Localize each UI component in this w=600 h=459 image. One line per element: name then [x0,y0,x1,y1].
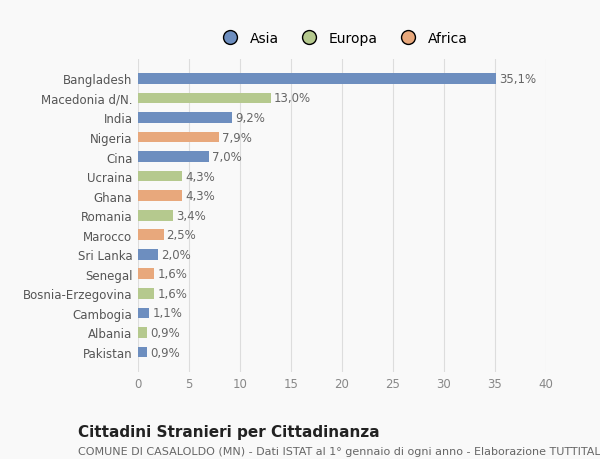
Bar [138,230,163,241]
Text: 2,0%: 2,0% [161,248,191,261]
Bar [138,191,182,202]
Legend: Asia, Europa, Africa: Asia, Europa, Africa [211,26,473,51]
Bar [138,269,154,280]
Bar [138,347,147,358]
Text: 13,0%: 13,0% [274,92,311,105]
Text: 7,9%: 7,9% [221,131,251,144]
Text: 2,5%: 2,5% [167,229,196,242]
Text: Cittadini Stranieri per Cittadinanza: Cittadini Stranieri per Cittadinanza [78,425,380,440]
Bar [138,74,496,84]
Bar [138,327,147,338]
Bar [138,288,154,299]
Bar [138,210,173,221]
Text: 35,1%: 35,1% [499,73,536,86]
Text: 3,4%: 3,4% [176,209,205,222]
Bar [138,249,158,260]
Text: COMUNE DI CASALOLDO (MN) - Dati ISTAT al 1° gennaio di ogni anno - Elaborazione : COMUNE DI CASALOLDO (MN) - Dati ISTAT al… [78,446,600,456]
Text: 0,9%: 0,9% [150,326,180,339]
Text: 9,2%: 9,2% [235,112,265,125]
Text: 1,6%: 1,6% [157,287,187,300]
Bar [138,113,232,123]
Bar [138,308,149,319]
Text: 4,3%: 4,3% [185,190,215,203]
Text: 4,3%: 4,3% [185,170,215,183]
Bar [138,93,271,104]
Text: 1,6%: 1,6% [157,268,187,281]
Text: 1,1%: 1,1% [152,307,182,320]
Bar [138,171,182,182]
Text: 7,0%: 7,0% [212,151,242,164]
Text: 0,9%: 0,9% [150,346,180,359]
Bar [138,152,209,162]
Bar [138,132,218,143]
